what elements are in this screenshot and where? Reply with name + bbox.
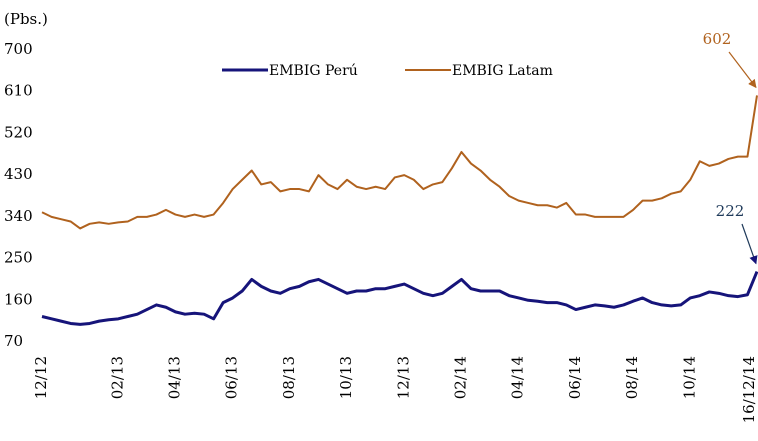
x-tick-label: 12/13 bbox=[394, 356, 412, 399]
y-tick-label: 430 bbox=[4, 165, 33, 183]
x-tick-label: 06/13 bbox=[223, 356, 241, 399]
annotation: 222 bbox=[716, 202, 745, 220]
x-tick-label: 10/13 bbox=[337, 356, 355, 399]
x-tick-label: 16/12/14 bbox=[740, 356, 758, 423]
y-tick-label: 700 bbox=[4, 40, 33, 58]
y-tick-label: 70 bbox=[4, 332, 23, 350]
x-tick-label: 02/13 bbox=[108, 356, 126, 399]
annotation-arrow bbox=[741, 223, 758, 265]
x-tick-label: 04/13 bbox=[165, 356, 183, 399]
x-tick-label: 10/14 bbox=[680, 356, 698, 399]
x-tick-label: 06/14 bbox=[566, 356, 584, 399]
annotation: 602 bbox=[703, 30, 732, 48]
y-tick-label: 520 bbox=[4, 123, 33, 141]
legend-label: EMBIG Latam bbox=[452, 63, 553, 79]
y-tick-label: 610 bbox=[4, 82, 33, 100]
y-tick-label: 340 bbox=[4, 207, 33, 225]
x-tick-label: 12/12 bbox=[32, 356, 50, 399]
annotation-arrow bbox=[728, 51, 757, 89]
y-tick-label: 250 bbox=[4, 249, 33, 267]
y-tick-label: 160 bbox=[4, 290, 33, 308]
x-tick-label: 08/13 bbox=[280, 356, 298, 399]
y-axis-label: (Pbs.) bbox=[4, 10, 48, 28]
x-tick-label: 08/14 bbox=[623, 356, 641, 399]
line-series bbox=[41, 270, 758, 326]
x-tick-label: 04/14 bbox=[509, 356, 527, 399]
line-series bbox=[41, 95, 758, 230]
legend-label: EMBIG Perú bbox=[269, 63, 358, 79]
x-tick-label: 02/14 bbox=[451, 356, 469, 399]
